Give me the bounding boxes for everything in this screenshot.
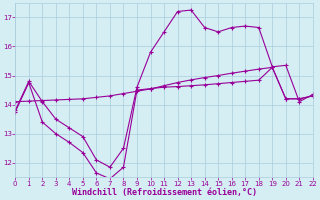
X-axis label: Windchill (Refroidissement éolien,°C): Windchill (Refroidissement éolien,°C) [72,188,257,197]
